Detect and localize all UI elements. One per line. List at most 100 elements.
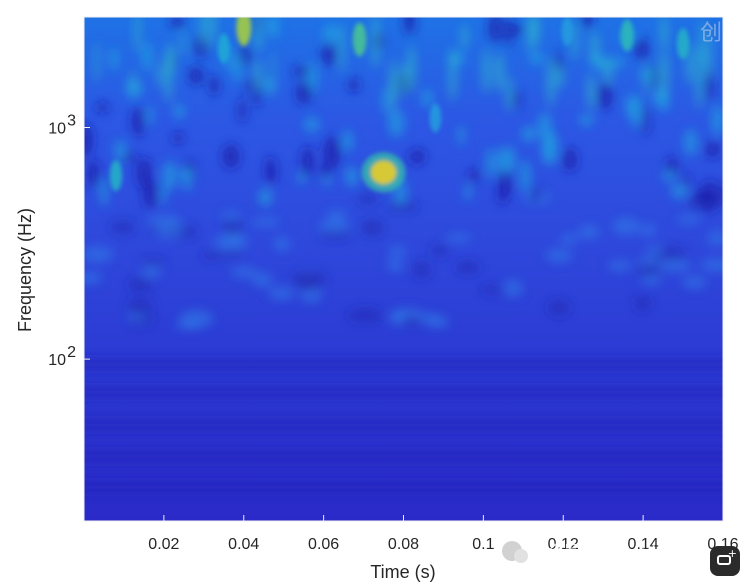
- texture-mark: [641, 103, 650, 136]
- band-mark: [84, 386, 723, 399]
- texture-mark: [357, 193, 378, 206]
- texture-mark: [295, 80, 313, 105]
- texture-mark: [293, 66, 310, 78]
- texture-mark: [590, 31, 600, 64]
- hotspot-mark: [429, 103, 442, 133]
- texture-mark: [321, 42, 337, 67]
- texture-mark: [545, 248, 573, 263]
- texture-mark: [270, 50, 275, 97]
- texture-mark: [717, 182, 723, 207]
- x-tick-label: 0.14: [628, 536, 659, 553]
- texture-mark: [662, 18, 668, 51]
- texture-mark: [99, 177, 109, 206]
- texture-mark: [109, 47, 119, 71]
- hotspot-mark: [676, 28, 690, 60]
- texture-mark: [87, 159, 100, 188]
- texture-mark: [208, 17, 217, 48]
- texture-mark: [143, 180, 159, 209]
- watermark-text: 公众号 · 天天Matlab: [531, 543, 673, 561]
- texture-mark: [700, 258, 723, 272]
- texture-mark: [123, 152, 136, 163]
- texture-mark: [222, 144, 240, 169]
- texture-mark: [460, 23, 469, 50]
- y-tick-label: 10: [48, 121, 66, 138]
- texture-mark: [681, 275, 707, 289]
- plot-area: [84, 17, 723, 521]
- texture-mark: [702, 179, 717, 214]
- texture-mark: [146, 105, 154, 126]
- texture-mark: [84, 123, 94, 158]
- image-icon: [717, 555, 731, 565]
- texture-mark: [232, 51, 243, 83]
- texture-mark: [161, 161, 178, 191]
- texture-mark: [455, 260, 480, 274]
- texture-mark: [676, 214, 701, 224]
- texture-mark: [318, 219, 350, 233]
- texture-mark: [173, 131, 183, 145]
- band-mark: [84, 450, 723, 463]
- texture-mark: [659, 50, 669, 99]
- x-tick-label: 0.02: [148, 536, 179, 553]
- texture-layer: [84, 17, 723, 494]
- texture-mark: [607, 260, 633, 272]
- texture-mark: [265, 156, 276, 182]
- texture-mark: [532, 185, 540, 204]
- texture-mark: [200, 251, 224, 260]
- texture-mark: [160, 183, 167, 206]
- hotspot-mark: [352, 22, 367, 57]
- texture-mark: [348, 77, 360, 93]
- texture-mark: [131, 107, 145, 137]
- texture-mark: [480, 285, 505, 295]
- texture-mark: [297, 172, 306, 185]
- texture-mark: [695, 56, 703, 110]
- texture-mark: [503, 279, 524, 298]
- texture-mark: [421, 89, 434, 108]
- texture-mark: [387, 109, 405, 138]
- texture-mark: [562, 147, 578, 172]
- texture-mark: [96, 102, 109, 113]
- texture-mark: [412, 261, 431, 279]
- texture-mark: [670, 184, 689, 199]
- texture-mark: [141, 258, 166, 267]
- texture-mark: [291, 271, 327, 288]
- texture-mark: [244, 78, 252, 94]
- texture-mark: [527, 17, 535, 54]
- texture-mark: [504, 17, 513, 47]
- texture-mark: [416, 313, 442, 324]
- texture-mark: [172, 104, 186, 119]
- texture-mark: [586, 73, 596, 111]
- texture-mark: [498, 169, 512, 199]
- texture-mark: [704, 141, 721, 158]
- texture-mark: [629, 94, 643, 128]
- texture-mark: [114, 139, 127, 163]
- texture-mark: [371, 17, 380, 68]
- texture-mark: [505, 75, 513, 112]
- hotspot-layer: [109, 17, 690, 193]
- watermark: 公众号 · 天天Matlab 创: [502, 21, 722, 563]
- texture-mark: [347, 308, 384, 323]
- texture-mark: [209, 75, 220, 96]
- texture-mark: [578, 113, 594, 126]
- texture-mark: [140, 265, 162, 278]
- texture-mark: [164, 48, 173, 103]
- texture-mark: [179, 168, 194, 179]
- x-axis-label: Time (s): [370, 562, 435, 582]
- texture-mark: [457, 124, 465, 146]
- image-action-icon[interactable]: +: [710, 546, 740, 576]
- texture-mark: [344, 166, 359, 187]
- texture-mark: [494, 52, 505, 92]
- wechat-icon-bubble: [514, 549, 528, 563]
- texture-mark: [521, 126, 537, 143]
- texture-mark: [388, 246, 407, 257]
- texture-mark: [141, 41, 153, 72]
- x-tick-label: 0.06: [308, 536, 339, 553]
- texture-mark: [694, 187, 708, 204]
- texture-mark: [485, 147, 495, 180]
- texture-mark: [596, 82, 613, 111]
- corner-watermark: 创: [700, 21, 722, 46]
- texture-mark: [559, 233, 579, 245]
- texture-mark: [430, 244, 449, 257]
- texture-mark: [84, 271, 103, 284]
- y-tick-exponent: 3: [67, 113, 76, 130]
